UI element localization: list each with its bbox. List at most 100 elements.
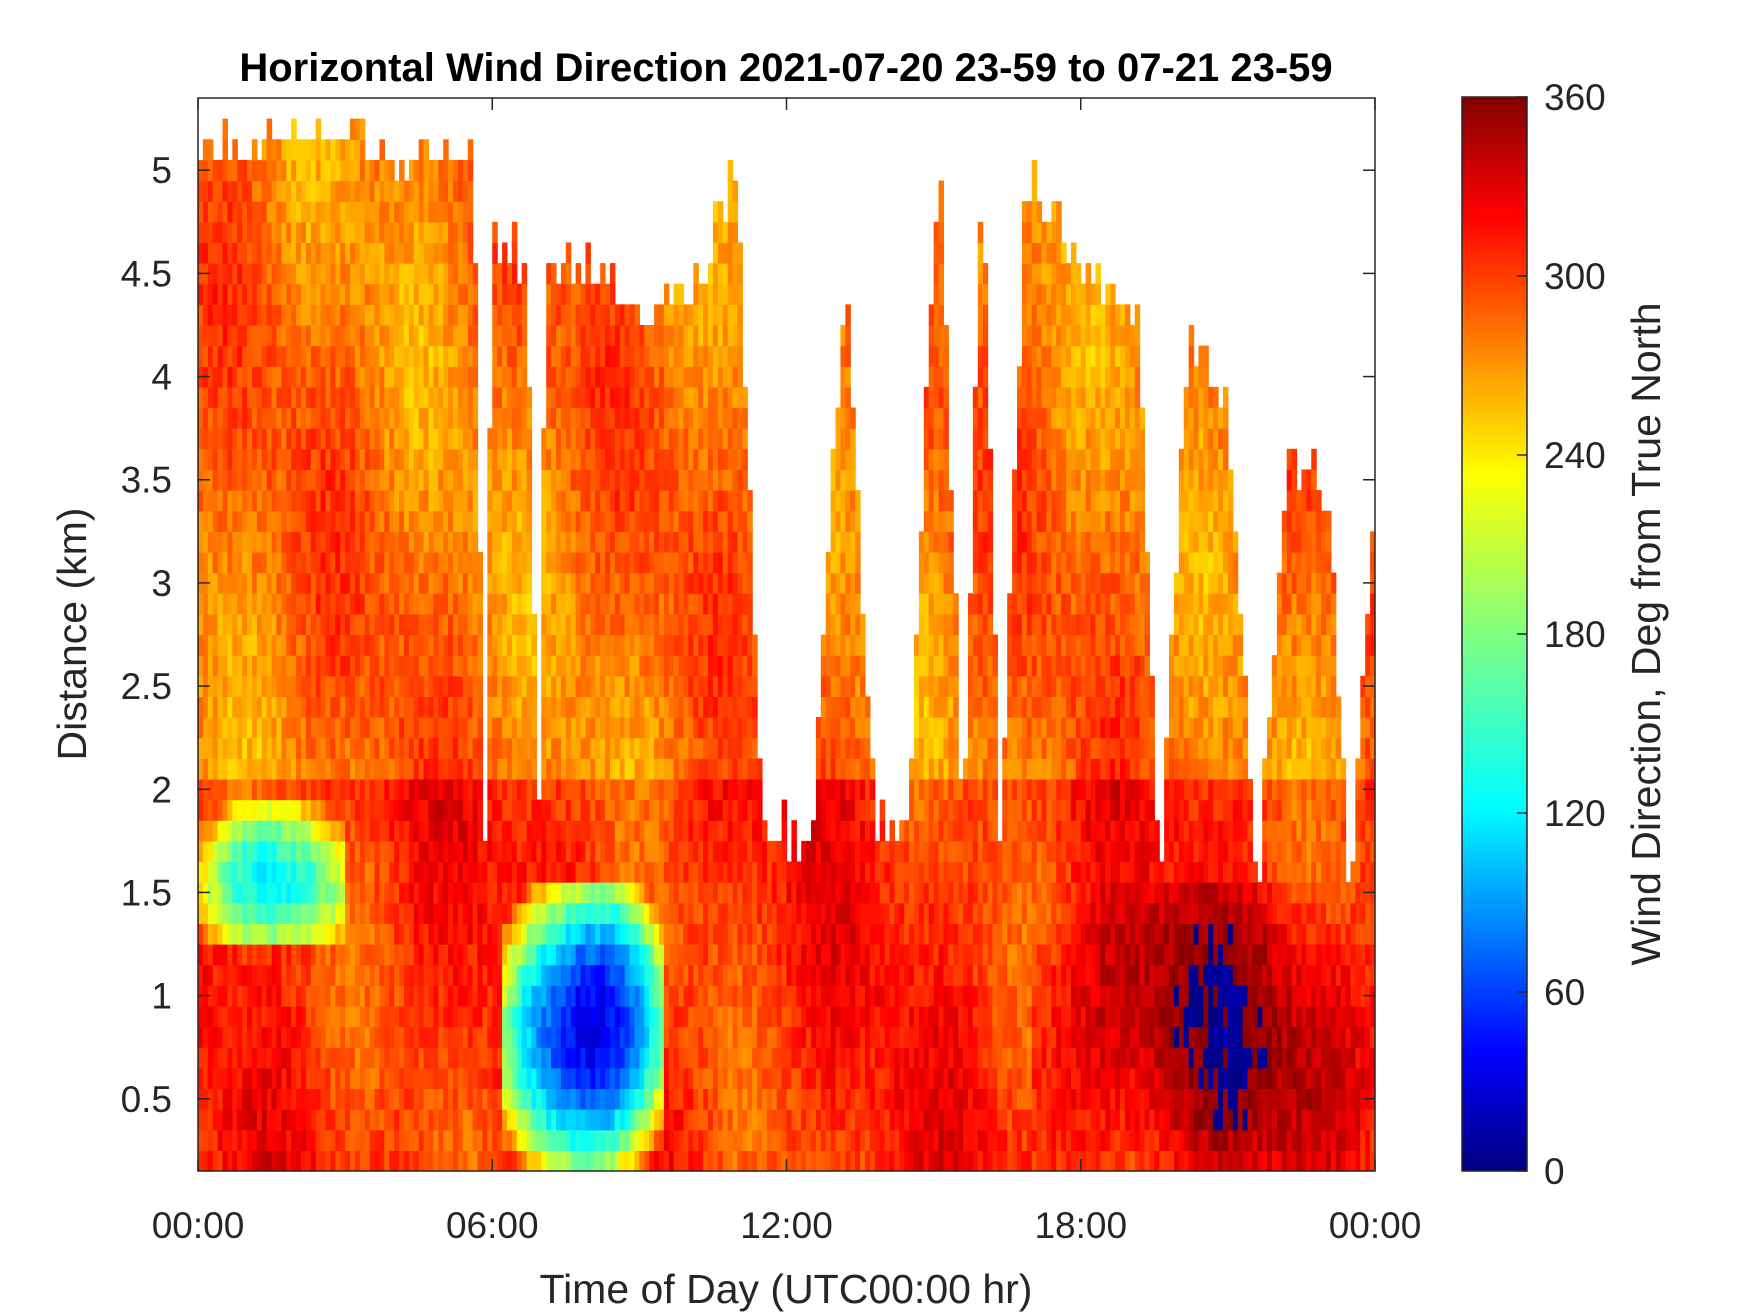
heatmap-cell bbox=[389, 304, 395, 326]
heatmap-cell bbox=[595, 717, 601, 739]
heatmap-cell bbox=[453, 964, 459, 986]
heatmap-cell bbox=[526, 696, 533, 718]
heatmap-cell bbox=[546, 593, 552, 615]
heatmap-cell bbox=[654, 799, 660, 821]
heatmap-cell bbox=[708, 613, 714, 636]
heatmap-cell bbox=[232, 861, 238, 883]
heatmap-cell bbox=[242, 201, 248, 223]
heatmap-cell bbox=[511, 882, 518, 904]
heatmap-cell bbox=[369, 1088, 376, 1110]
heatmap-cell bbox=[251, 799, 258, 821]
heatmap-cell bbox=[198, 737, 204, 759]
heatmap-cell bbox=[354, 159, 361, 182]
heatmap-cell bbox=[546, 634, 552, 656]
heatmap-cell bbox=[551, 923, 557, 945]
heatmap-cell bbox=[698, 1005, 704, 1028]
heatmap-cell bbox=[256, 840, 263, 863]
heatmap-cell bbox=[340, 737, 346, 759]
heatmap-cell bbox=[472, 840, 479, 863]
heatmap-cell bbox=[374, 1109, 381, 1131]
heatmap-cell bbox=[708, 778, 714, 801]
heatmap-cell bbox=[727, 428, 734, 450]
heatmap-cell bbox=[237, 324, 243, 347]
heatmap-cell bbox=[310, 717, 317, 739]
heatmap-cell bbox=[266, 593, 273, 615]
heatmap-cell bbox=[330, 634, 336, 656]
heatmap-cell bbox=[256, 407, 263, 429]
heatmap-cell bbox=[453, 820, 459, 842]
heatmap-cell bbox=[668, 510, 675, 532]
heatmap-cell bbox=[526, 675, 533, 697]
heatmap-cell bbox=[286, 799, 292, 821]
heatmap-cell bbox=[600, 964, 606, 986]
heatmap-cell bbox=[247, 1088, 253, 1110]
heatmap-cell bbox=[300, 428, 307, 450]
heatmap-cell bbox=[457, 324, 464, 347]
heatmap-cell bbox=[722, 510, 729, 532]
heatmap-cell bbox=[649, 675, 655, 697]
heatmap-cell bbox=[585, 964, 591, 986]
heatmap-cell bbox=[506, 634, 513, 656]
heatmap-cell bbox=[511, 634, 518, 656]
heatmap-cell bbox=[453, 490, 459, 512]
heatmap-cell bbox=[286, 964, 292, 986]
heatmap-cell bbox=[354, 345, 361, 367]
heatmap-cell bbox=[541, 593, 547, 615]
heatmap-cell bbox=[560, 634, 567, 656]
heatmap-cell bbox=[673, 386, 680, 409]
heatmap-cell bbox=[374, 304, 381, 326]
heatmap-cell bbox=[472, 1109, 479, 1131]
heatmap-cell bbox=[541, 882, 547, 904]
heatmap-cell bbox=[649, 407, 655, 429]
heatmap-cell bbox=[296, 572, 302, 594]
heatmap-cell bbox=[467, 1129, 474, 1151]
heatmap-cell bbox=[423, 428, 430, 450]
heatmap-cell bbox=[565, 304, 572, 326]
heatmap-cell bbox=[551, 593, 557, 615]
heatmap-cell bbox=[433, 778, 439, 801]
heatmap-cell bbox=[198, 407, 204, 429]
heatmap-cell bbox=[384, 180, 390, 202]
heatmap-cell bbox=[408, 613, 415, 636]
heatmap-cell bbox=[644, 1067, 650, 1090]
heatmap-cell bbox=[595, 1109, 601, 1131]
heatmap-cell bbox=[511, 1129, 518, 1151]
heatmap-cell bbox=[438, 655, 444, 677]
heatmap-cell bbox=[717, 386, 724, 409]
heatmap-cell bbox=[261, 985, 268, 1007]
heatmap-cell bbox=[315, 572, 322, 594]
heatmap-cell bbox=[408, 964, 415, 986]
heatmap-cell bbox=[198, 840, 204, 863]
heatmap-cell bbox=[629, 717, 636, 739]
heatmap-cell bbox=[271, 428, 278, 450]
heatmap-cell bbox=[639, 778, 645, 801]
heatmap-cell bbox=[570, 799, 577, 821]
heatmap-cell bbox=[487, 572, 493, 594]
heatmap-cell bbox=[266, 882, 273, 904]
heatmap-cell bbox=[472, 1047, 479, 1069]
heatmap-cell bbox=[330, 1129, 336, 1151]
heatmap-cell bbox=[717, 221, 724, 244]
heatmap-cell bbox=[453, 1005, 459, 1028]
heatmap-cell bbox=[565, 242, 572, 264]
heatmap-cell bbox=[222, 118, 229, 140]
heatmap-cell bbox=[609, 964, 616, 986]
heatmap-cell bbox=[526, 1047, 533, 1069]
heatmap-cell bbox=[354, 634, 361, 656]
heatmap-cell bbox=[516, 675, 523, 697]
heatmap-cell bbox=[703, 675, 709, 697]
heatmap-cell bbox=[242, 448, 248, 471]
heatmap-cell bbox=[511, 469, 518, 491]
heatmap-cell bbox=[619, 882, 626, 904]
heatmap-cell bbox=[678, 407, 685, 429]
heatmap-cell bbox=[423, 675, 430, 697]
heatmap-cell bbox=[266, 345, 273, 367]
heatmap-cell bbox=[330, 1150, 336, 1171]
heatmap-cell bbox=[374, 1005, 381, 1028]
heatmap-cell bbox=[712, 448, 719, 471]
heatmap-cell bbox=[663, 758, 670, 780]
heatmap-cell bbox=[462, 221, 469, 244]
heatmap-cell bbox=[232, 1047, 238, 1069]
heatmap-cell bbox=[443, 737, 449, 759]
heatmap-cell bbox=[609, 737, 616, 759]
